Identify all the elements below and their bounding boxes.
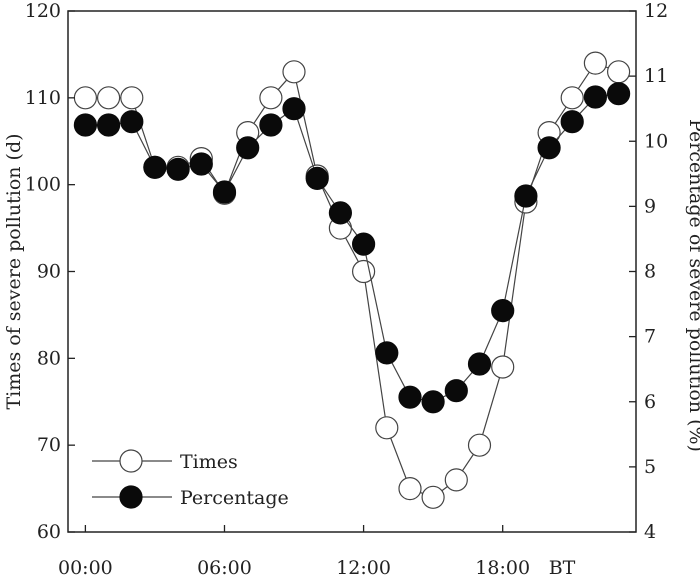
data-point-percentage [514, 184, 538, 208]
data-point-percentage [537, 136, 561, 160]
data-point-percentage [143, 155, 167, 179]
y-left-tick-label: 70 [37, 434, 61, 456]
data-point-percentage [236, 136, 260, 160]
series-layer [73, 51, 631, 509]
data-point-percentage [375, 341, 399, 365]
data-point-percentage [606, 82, 631, 106]
data-point-times [606, 60, 631, 84]
x-tick-label: 18:00 [475, 557, 530, 579]
y-right-tick-label: 11 [644, 65, 668, 87]
data-point-times [467, 433, 492, 457]
y-right-tick-label: 5 [644, 456, 656, 478]
data-point-times [96, 86, 121, 110]
data-point-times [560, 86, 584, 110]
data-point-percentage [491, 299, 515, 323]
data-point-times [398, 477, 422, 501]
plot-frame [67, 10, 637, 533]
data-point-percentage [189, 152, 213, 176]
x-tick-label: 00:00 [58, 557, 113, 579]
series-line-percentage [85, 93, 619, 403]
y-right-tick-label: 12 [644, 0, 668, 22]
data-point-percentage [352, 232, 376, 256]
data-point-percentage [328, 201, 352, 225]
data-point-percentage [73, 113, 98, 137]
y-right-tick-label: 9 [644, 195, 656, 217]
y-axis-right-title: Percentage of severe pollution (%) [685, 119, 700, 452]
data-point-times [282, 60, 306, 84]
data-point-percentage [398, 385, 422, 409]
x-tick-label: 06:00 [197, 557, 252, 579]
data-point-percentage [421, 390, 445, 414]
data-point-times [375, 416, 399, 440]
data-point-percentage [282, 97, 306, 121]
legend-marker-times [119, 449, 143, 473]
data-point-times [421, 485, 445, 509]
data-point-times [491, 355, 515, 379]
data-point-percentage [259, 113, 283, 137]
data-point-percentage [212, 180, 237, 204]
y-right-tick-label: 4 [644, 521, 656, 543]
y-axis-left-title: Times of severe pollution (d) [3, 133, 25, 409]
data-point-times [120, 86, 144, 110]
data-point-percentage [305, 166, 329, 190]
y-right-tick-label: 7 [644, 326, 656, 348]
data-point-percentage [467, 352, 492, 376]
data-point-percentage [583, 85, 608, 109]
legend: Times Percentage [92, 449, 289, 509]
x-axis-unit-label: BT [549, 557, 576, 579]
y-left-tick-label: 90 [37, 261, 61, 283]
data-point-times [73, 86, 98, 110]
data-point-times [352, 259, 376, 284]
y-left-tick-label: 110 [25, 87, 61, 109]
tick-layer: 60 70 80 90 100 110 120 4 5 6 7 8 9 10 11 12 00:00 06:00 1… [25, 0, 668, 579]
data-point-percentage [444, 379, 468, 403]
y-right-tick-label: 10 [644, 130, 668, 152]
y-left-tick-label: 80 [37, 347, 61, 369]
data-point-percentage [96, 113, 121, 137]
y-right-tick-label: 6 [644, 391, 656, 413]
legend-marker-percentage [119, 485, 143, 509]
data-point-times [444, 468, 468, 492]
y-left-tick-label: 60 [37, 521, 61, 543]
y-left-tick-label: 120 [25, 0, 61, 22]
data-point-percentage [560, 110, 584, 134]
y-left-tick-label: 100 [25, 174, 61, 196]
data-point-percentage [166, 157, 190, 181]
x-tick-label: 12:00 [336, 557, 391, 579]
data-point-percentage [120, 110, 144, 134]
legend-label-percentage: Percentage [180, 487, 289, 509]
legend-label-times: Times [180, 451, 238, 473]
y-right-tick-label: 8 [644, 261, 656, 283]
data-point-times [259, 86, 283, 110]
data-point-times [583, 51, 608, 75]
